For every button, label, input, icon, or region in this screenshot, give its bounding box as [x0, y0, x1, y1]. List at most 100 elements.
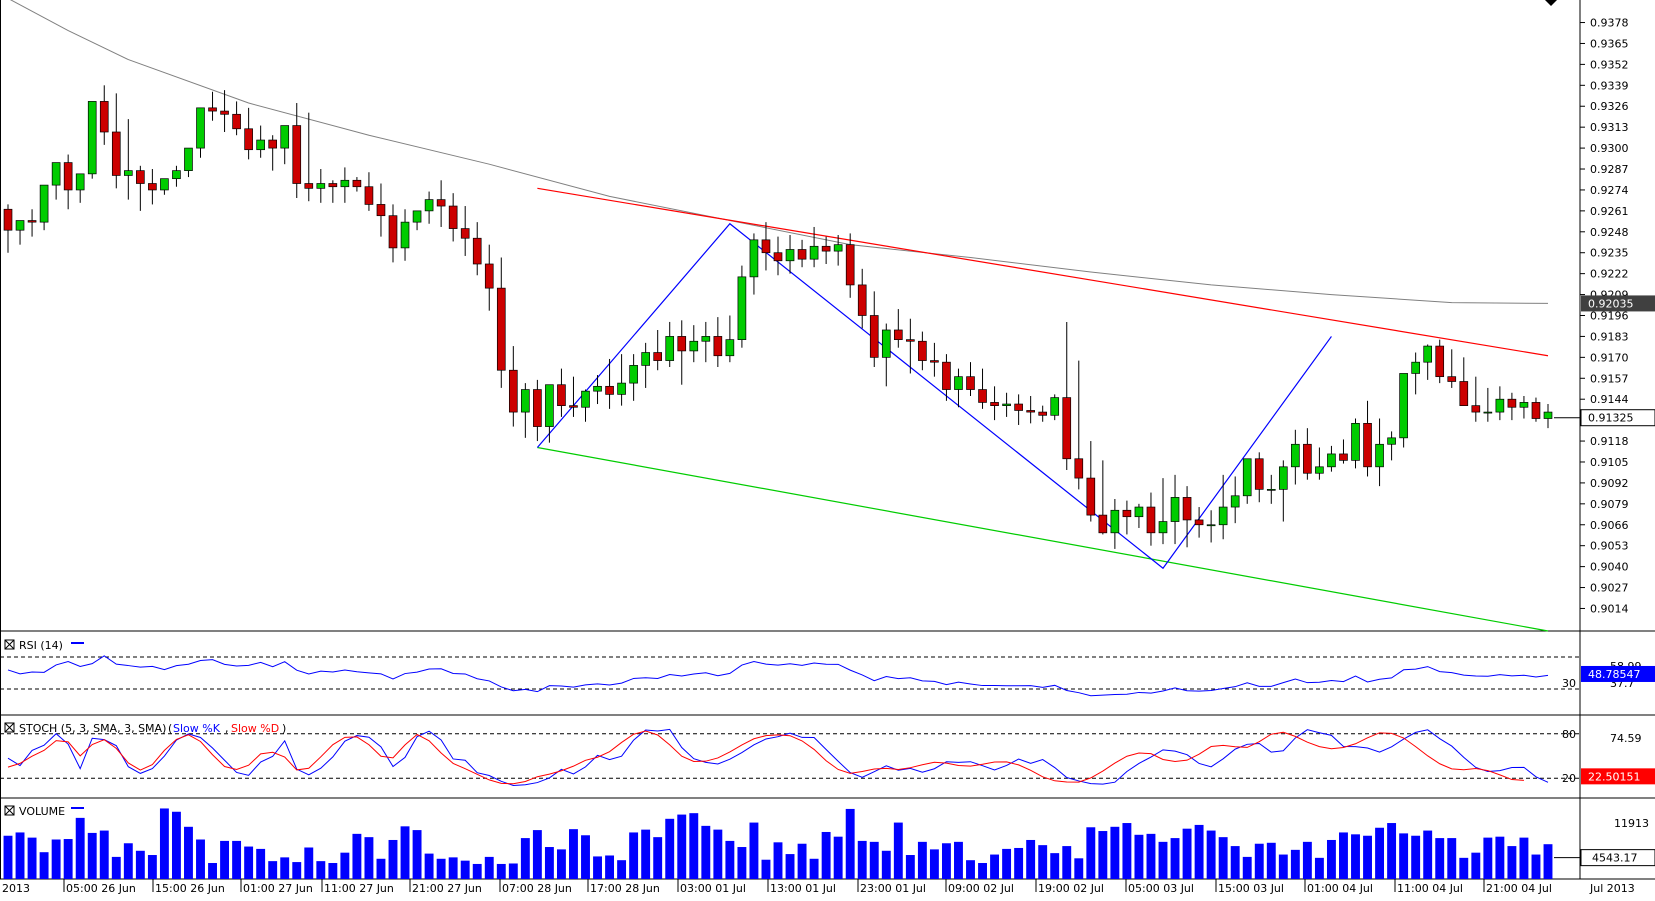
candle-body [749, 239, 759, 278]
stoch-title: STOCH (5, 3, SMA, 3, SMA) [19, 722, 166, 735]
stoch-legend-paren-open: ( [168, 722, 172, 735]
volume-bar [1471, 852, 1481, 879]
candle [1459, 357, 1469, 406]
volume-bar [1062, 846, 1072, 879]
volume-bar [280, 857, 290, 879]
volume-bar [556, 849, 566, 879]
candle [833, 235, 843, 266]
candle-body [1254, 458, 1264, 490]
volume-bar [1218, 837, 1228, 879]
candle-body [1543, 411, 1553, 419]
candle-body [930, 360, 939, 363]
candle [665, 321, 675, 368]
candle-body [111, 131, 121, 176]
candle [725, 315, 735, 363]
price-tick-label: 0.9118 [1590, 435, 1629, 448]
candle-body [1327, 453, 1336, 468]
stoch-legend-d: Slow %D [231, 722, 279, 735]
candle [1447, 349, 1457, 388]
candle [857, 268, 867, 329]
candle-body [352, 179, 362, 188]
volume-bar [1543, 844, 1553, 879]
volume-bar [1483, 837, 1493, 879]
candle [653, 329, 663, 371]
volume-bar [111, 856, 121, 879]
candle [376, 183, 386, 237]
candle [1291, 429, 1300, 485]
price-tick-label: 0.9352 [1590, 58, 1629, 71]
price-tick-label: 0.9066 [1590, 519, 1629, 532]
volume-bar [797, 843, 807, 879]
price-tick-label: 0.9040 [1590, 561, 1629, 574]
candle-body [918, 340, 927, 361]
volume-bar [268, 861, 278, 879]
volume-bar [641, 829, 651, 879]
volume-bar [1302, 841, 1312, 879]
candle [148, 169, 157, 205]
candle [172, 165, 181, 187]
candle-body [701, 336, 711, 342]
candle [1423, 344, 1433, 380]
candle-body [244, 128, 253, 151]
stoch-current-badge-bg [1581, 768, 1655, 785]
stoch-level-label: 20 [1562, 772, 1576, 785]
stoch-current-badge: 22.50151 [1588, 770, 1641, 783]
candle-body [1170, 497, 1180, 522]
candle-body [340, 179, 350, 188]
volume-bar [147, 855, 157, 879]
time-tick-label: 07:00 28 Jun [502, 882, 572, 895]
candle-body [797, 249, 807, 260]
candle [1519, 395, 1529, 419]
candle [930, 342, 939, 377]
volume-bar [857, 840, 867, 879]
candle-body [280, 125, 290, 149]
candle-body [737, 276, 747, 340]
candle [966, 362, 975, 396]
candle-body [677, 336, 687, 352]
volume-bar [677, 814, 687, 879]
candle-body [268, 139, 278, 149]
candle-body [857, 284, 867, 316]
price-tick-label: 0.9170 [1590, 351, 1629, 364]
price-tick-label: 0.9261 [1590, 205, 1629, 218]
volume-bar [75, 817, 85, 879]
candle [1110, 499, 1120, 549]
candle-body [966, 376, 975, 390]
candle-body [881, 329, 891, 358]
time-tick-label: Jul 2013 [1589, 882, 1635, 895]
candle-body [484, 263, 494, 289]
candle [617, 354, 626, 406]
candle-body [448, 205, 458, 229]
time-tick-label: 03:00 01 Jul [680, 882, 746, 895]
volume-bar [773, 842, 783, 879]
candle-body [1194, 519, 1204, 526]
volume-bar [1110, 826, 1120, 879]
volume-bar [400, 826, 410, 879]
scroll-marker-icon[interactable] [1545, 0, 1557, 6]
candle-body [1242, 458, 1252, 497]
candle-body [1098, 514, 1108, 534]
candle [954, 368, 963, 408]
time-tick-label: 17:00 28 Jun [590, 882, 660, 895]
candle-body [845, 244, 855, 286]
volume-bar [1194, 824, 1204, 879]
time-tick-label: 15:00 03 Jul [1218, 882, 1284, 895]
volume-bar [929, 849, 939, 879]
candle [1278, 460, 1288, 522]
volume-bar [1266, 842, 1276, 879]
volume-bar [569, 829, 578, 879]
price-tick-label: 0.9092 [1590, 477, 1629, 490]
candle-body [27, 220, 37, 223]
candle [689, 325, 699, 363]
candle [63, 154, 73, 210]
rsi-level-label: 30 [1562, 677, 1576, 690]
candle [364, 172, 374, 211]
candle [304, 112, 314, 202]
stoch-tick-label: 74.59 [1610, 732, 1642, 745]
candle-body [906, 339, 915, 342]
candle [15, 220, 25, 245]
candle [1146, 492, 1156, 546]
volume-bar [63, 839, 73, 879]
candle-body [424, 199, 434, 212]
